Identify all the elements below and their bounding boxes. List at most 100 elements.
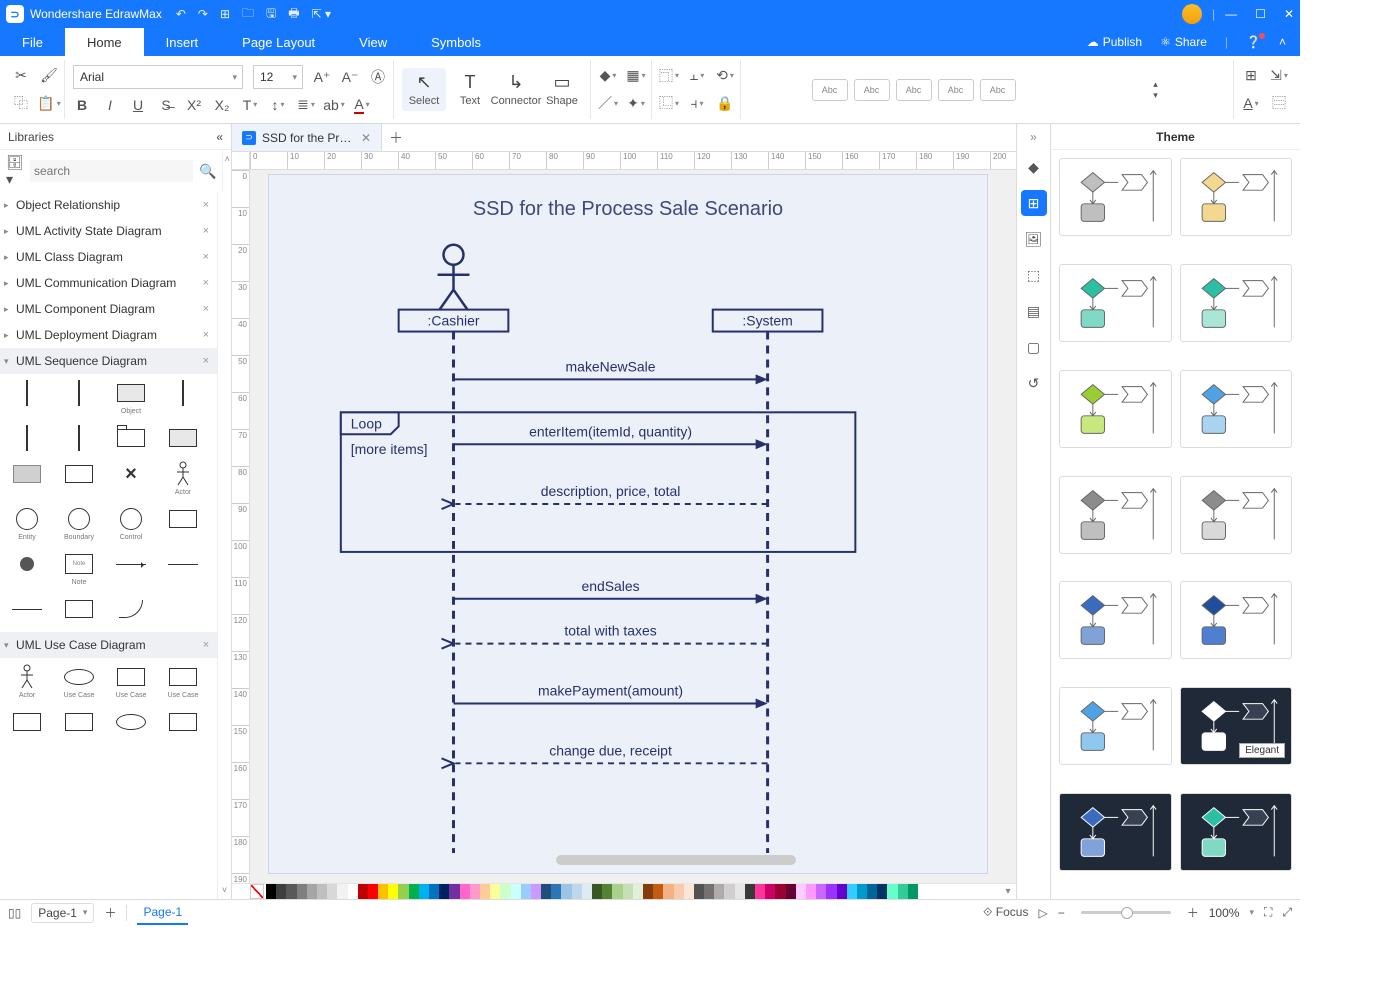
- library-shape[interactable]: [164, 425, 202, 451]
- color-swatch[interactable]: [816, 884, 826, 899]
- color-swatch[interactable]: [511, 884, 521, 899]
- color-swatch[interactable]: [735, 884, 745, 899]
- theme-panel-icon[interactable]: ⊞: [1021, 190, 1047, 216]
- color-swatch[interactable]: [449, 884, 459, 899]
- menu-insert[interactable]: Insert: [144, 28, 221, 56]
- theme-swatch[interactable]: [1059, 158, 1172, 236]
- close-tab-icon[interactable]: ✕: [361, 131, 371, 145]
- color-swatch[interactable]: [286, 884, 296, 899]
- menu-symbols[interactable]: Symbols: [409, 28, 503, 56]
- present-panel-icon[interactable]: ▢: [1021, 334, 1047, 360]
- lock-icon[interactable]: 🔒: [716, 94, 734, 112]
- position-icon[interactable]: ⊞: [1242, 67, 1260, 85]
- print-icon[interactable]: 🖶: [288, 4, 299, 25]
- color-swatch[interactable]: [847, 884, 857, 899]
- close-category-icon[interactable]: ×: [203, 277, 209, 289]
- library-shape[interactable]: ×: [112, 461, 150, 496]
- history-panel-icon[interactable]: ↺: [1021, 370, 1047, 396]
- color-swatch[interactable]: [266, 884, 276, 899]
- minimize-icon[interactable]: —: [1225, 7, 1237, 21]
- superscript-icon[interactable]: X²: [185, 96, 203, 114]
- format-painter-icon[interactable]: 🖌: [40, 67, 58, 85]
- help-icon[interactable]: ❔: [1246, 35, 1261, 49]
- color-swatch[interactable]: [857, 884, 867, 899]
- scroll-up-icon[interactable]: ˄: [225, 154, 230, 164]
- theme-swatch[interactable]: Elegant: [1180, 687, 1293, 765]
- library-shape[interactable]: [8, 461, 46, 496]
- color-swatch[interactable]: [521, 884, 531, 899]
- shadow-icon[interactable]: ▦: [627, 67, 645, 85]
- image-panel-icon[interactable]: 🖼: [1021, 226, 1047, 252]
- highlight-icon[interactable]: ab: [325, 96, 343, 114]
- library-shape[interactable]: Use Case: [60, 664, 98, 699]
- library-category[interactable]: Object Relationship×: [0, 192, 217, 218]
- theme-swatch[interactable]: [1059, 370, 1172, 448]
- color-swatch[interactable]: [643, 884, 653, 899]
- library-category[interactable]: UML Sequence Diagram×: [0, 348, 217, 374]
- library-category[interactable]: UML Communication Diagram×: [0, 270, 217, 296]
- color-swatch[interactable]: [531, 884, 541, 899]
- case-icon[interactable]: T: [241, 96, 259, 114]
- color-swatch[interactable]: [633, 884, 643, 899]
- theme-swatch[interactable]: [1180, 793, 1293, 871]
- library-shape[interactable]: [60, 596, 98, 622]
- color-swatch[interactable]: [898, 884, 908, 899]
- strike-icon[interactable]: S̶: [157, 96, 175, 114]
- close-category-icon[interactable]: ×: [203, 329, 209, 341]
- horizontal-scrollbar[interactable]: [556, 855, 796, 865]
- library-shape[interactable]: [60, 461, 98, 496]
- spacing-icon[interactable]: ↕: [269, 96, 287, 114]
- color-swatch[interactable]: [745, 884, 755, 899]
- library-shape[interactable]: Control: [112, 506, 150, 541]
- clear-format-icon[interactable]: Ⓐ: [369, 68, 387, 86]
- color-swatch[interactable]: [378, 884, 388, 899]
- color-swatch[interactable]: [653, 884, 663, 899]
- decrease-font-icon[interactable]: A⁻: [341, 68, 359, 86]
- color-swatch[interactable]: [826, 884, 836, 899]
- zoom-slider[interactable]: [1081, 911, 1171, 914]
- color-swatch[interactable]: [276, 884, 286, 899]
- close-category-icon[interactable]: ×: [203, 199, 209, 211]
- color-swatch[interactable]: [582, 884, 592, 899]
- library-shape[interactable]: [8, 551, 46, 586]
- copy-icon[interactable]: ⿻: [12, 94, 30, 112]
- bullets-icon[interactable]: ≣: [297, 96, 315, 114]
- library-shape[interactable]: Entity: [8, 506, 46, 541]
- theme-swatch[interactable]: [1180, 476, 1293, 554]
- color-swatch[interactable]: [887, 884, 897, 899]
- color-swatch[interactable]: [337, 884, 347, 899]
- line-style-icon[interactable]: ／: [599, 94, 617, 112]
- more-props-icon[interactable]: ⿳: [1270, 94, 1288, 112]
- color-swatch[interactable]: [602, 884, 612, 899]
- color-swatch[interactable]: [307, 884, 317, 899]
- play-icon[interactable]: ▷: [1038, 906, 1047, 920]
- focus-toggle[interactable]: ⟐ Focus: [983, 905, 1028, 920]
- color-swatch[interactable]: [663, 884, 673, 899]
- color-swatch[interactable]: [867, 884, 877, 899]
- collapse-libraries-icon[interactable]: «: [216, 130, 223, 144]
- more-colors-icon[interactable]: ▾: [1000, 884, 1016, 899]
- library-category[interactable]: UML Use Case Diagram×: [0, 632, 217, 658]
- maximize-icon[interactable]: ☐: [1255, 7, 1266, 21]
- fill-panel-icon[interactable]: ◆: [1021, 154, 1047, 180]
- library-shape[interactable]: [112, 425, 150, 451]
- style-swatch[interactable]: Abc: [896, 79, 932, 101]
- library-shape[interactable]: [164, 380, 202, 415]
- library-category[interactable]: UML Component Diagram×: [0, 296, 217, 322]
- library-shape[interactable]: [112, 551, 150, 586]
- color-swatch[interactable]: [724, 884, 734, 899]
- add-tab-icon[interactable]: ＋: [382, 124, 410, 151]
- close-category-icon[interactable]: ×: [203, 639, 209, 651]
- color-swatch[interactable]: [765, 884, 775, 899]
- library-shape[interactable]: [112, 596, 150, 622]
- font-color-icon[interactable]: A: [353, 96, 371, 114]
- align-icon[interactable]: ⫠: [688, 67, 706, 85]
- library-category[interactable]: UML Deployment Diagram×: [0, 322, 217, 348]
- rotate-icon[interactable]: ⟲: [716, 67, 734, 85]
- color-swatch[interactable]: [500, 884, 510, 899]
- increase-font-icon[interactable]: A⁺: [313, 68, 331, 86]
- arrange-icon[interactable]: ⿺: [660, 94, 678, 112]
- library-shape[interactable]: [164, 551, 202, 586]
- italic-icon[interactable]: I: [101, 96, 119, 114]
- font-props-icon[interactable]: A: [1242, 94, 1260, 112]
